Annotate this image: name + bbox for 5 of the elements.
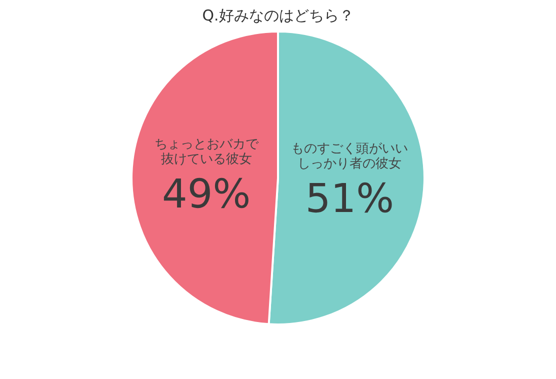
data-label: 49% <box>162 172 251 218</box>
slice-label: ものすごく頭がいいしっかり者の彼女 <box>291 141 408 172</box>
chart-title: Q.好みなのはどちら？ <box>202 6 354 25</box>
slice-label: ちょっとおバカで抜けている彼女 <box>154 136 260 167</box>
data-label: 51% <box>305 176 394 222</box>
